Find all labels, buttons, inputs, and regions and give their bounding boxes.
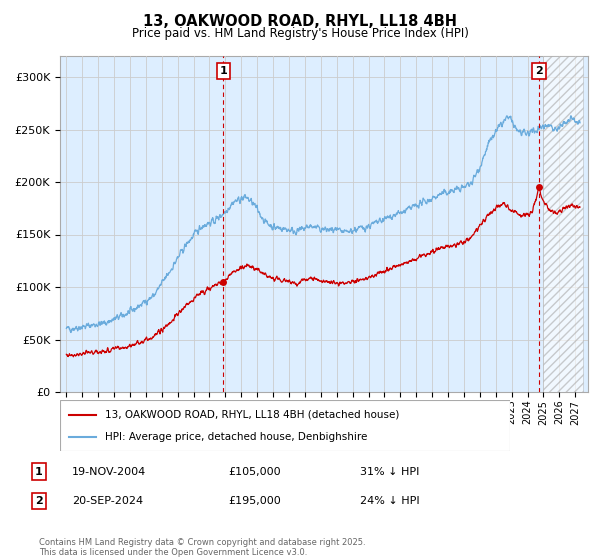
Text: Price paid vs. HM Land Registry's House Price Index (HPI): Price paid vs. HM Land Registry's House … <box>131 27 469 40</box>
Text: Contains HM Land Registry data © Crown copyright and database right 2025.
This d: Contains HM Land Registry data © Crown c… <box>39 538 365 557</box>
Text: 2: 2 <box>535 66 543 76</box>
Text: 20-SEP-2024: 20-SEP-2024 <box>72 496 143 506</box>
Text: 31% ↓ HPI: 31% ↓ HPI <box>360 466 419 477</box>
Text: 19-NOV-2004: 19-NOV-2004 <box>72 466 146 477</box>
Text: 13, OAKWOOD ROAD, RHYL, LL18 4BH: 13, OAKWOOD ROAD, RHYL, LL18 4BH <box>143 14 457 29</box>
Bar <box>544 56 583 392</box>
Text: 24% ↓ HPI: 24% ↓ HPI <box>360 496 419 506</box>
Text: 1: 1 <box>35 466 43 477</box>
Text: 2: 2 <box>35 496 43 506</box>
Text: £105,000: £105,000 <box>228 466 281 477</box>
Text: 1: 1 <box>220 66 227 76</box>
Text: 13, OAKWOOD ROAD, RHYL, LL18 4BH (detached house): 13, OAKWOOD ROAD, RHYL, LL18 4BH (detach… <box>105 409 400 419</box>
Text: £195,000: £195,000 <box>228 496 281 506</box>
Text: HPI: Average price, detached house, Denbighshire: HPI: Average price, detached house, Denb… <box>105 432 367 442</box>
FancyBboxPatch shape <box>60 400 510 451</box>
